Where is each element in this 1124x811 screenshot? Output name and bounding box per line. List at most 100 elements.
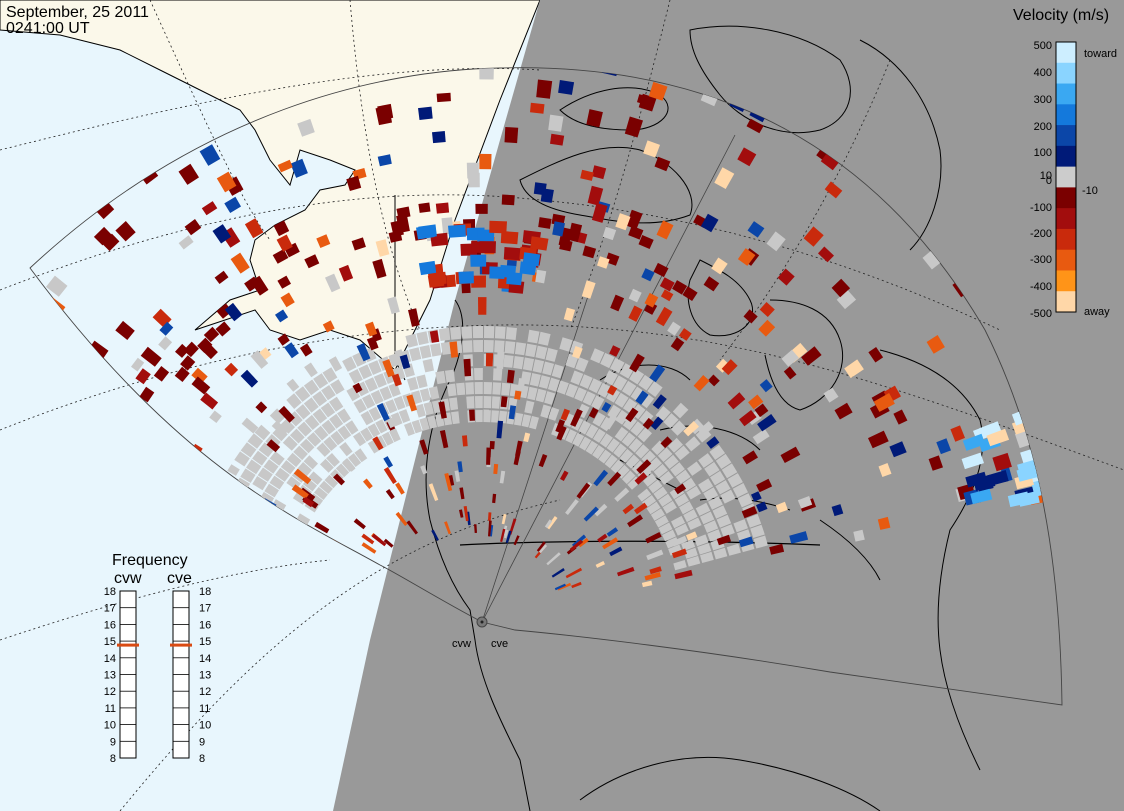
echo-cell — [643, 458, 661, 475]
echo-cell — [335, 463, 350, 478]
echo-cell — [555, 419, 566, 433]
echo-cell — [375, 419, 388, 434]
echo-cell — [139, 386, 155, 403]
echo-cell — [647, 381, 663, 397]
echo-cell — [504, 529, 509, 539]
echo-cell — [87, 340, 109, 361]
echo-cell — [201, 201, 218, 216]
echo-cell — [615, 213, 631, 231]
echo-cell — [653, 463, 668, 478]
echo-cell — [406, 520, 418, 535]
echo-cell — [316, 234, 331, 248]
echo-cell — [479, 153, 492, 170]
colorbar-tick-label: 400 — [1034, 67, 1052, 79]
colorbar-segment — [1056, 62, 1076, 85]
echo-cell — [683, 509, 698, 523]
echo-cell — [286, 393, 302, 409]
echo-cell — [554, 583, 566, 591]
echo-cell — [321, 385, 336, 401]
echo-cell — [320, 458, 334, 473]
echo-cell — [965, 471, 988, 488]
echo-cell — [626, 209, 643, 230]
echo-cell — [513, 356, 524, 370]
echo-cell — [535, 345, 548, 360]
echo-cell — [280, 292, 295, 308]
echo-cell — [269, 451, 285, 466]
echo-cell — [326, 453, 340, 467]
echo-cell — [674, 445, 690, 461]
colorbar-segment — [1056, 125, 1076, 147]
echo-cell — [178, 163, 199, 185]
echo-cell — [557, 582, 572, 591]
frequency-tick-label: 13 — [199, 670, 211, 682]
echo-cell — [634, 502, 648, 515]
echo-cell — [582, 391, 596, 406]
echo-cell — [551, 568, 565, 578]
echo-cell — [712, 505, 728, 519]
echo-cell — [757, 414, 777, 432]
echo-cell — [286, 378, 300, 392]
echo-cell — [418, 260, 437, 276]
echo-cell — [284, 342, 299, 359]
echo-cell — [467, 172, 480, 188]
echo-cell — [775, 501, 788, 514]
echo-cell — [408, 308, 420, 327]
echo-cell — [868, 347, 884, 363]
echo-cell — [565, 383, 578, 398]
echo-cell — [612, 375, 628, 391]
echo-cell — [592, 428, 606, 443]
echo-cell — [396, 214, 410, 233]
echo-cell — [328, 356, 343, 372]
colorbar-segment — [1056, 166, 1076, 188]
echo-cell — [489, 441, 495, 450]
echo-cell — [362, 394, 376, 409]
echo-cell — [590, 348, 605, 364]
echo-cell — [992, 452, 1012, 472]
echo-cell — [695, 502, 711, 516]
echo-cell — [674, 523, 689, 536]
echo-cell — [390, 412, 403, 427]
colorbar-tick-label: -500 — [1030, 308, 1052, 320]
echo-cell — [672, 402, 689, 419]
echo-cell — [501, 513, 507, 525]
echo-cell — [272, 249, 289, 264]
radar-site-dot — [480, 620, 484, 624]
frequency-tick-label: 11 — [105, 703, 116, 715]
echo-cell — [470, 254, 487, 267]
echo-cell — [489, 266, 506, 279]
echo-cell — [558, 80, 575, 95]
echo-cell — [530, 102, 545, 114]
echo-cell — [649, 566, 662, 575]
echo-cell — [732, 483, 748, 498]
echo-cell — [603, 370, 618, 386]
echo-cell — [648, 479, 663, 494]
echo-cell — [565, 429, 577, 444]
echo-cell — [721, 463, 738, 479]
echo-cell — [649, 364, 666, 383]
echo-cell — [348, 453, 362, 467]
echo-cell — [550, 133, 565, 146]
echo-cell — [250, 350, 269, 369]
echo-cell — [224, 302, 243, 322]
echo-cell — [484, 326, 495, 339]
frequency-tick-label: 15 — [104, 636, 116, 648]
echo-cell — [324, 474, 339, 489]
colorbar-away-label: away — [1084, 306, 1110, 318]
echo-cell — [478, 297, 487, 315]
echo-cell — [638, 374, 654, 391]
echo-cell — [404, 422, 415, 436]
frequency-tick-label: 15 — [199, 636, 211, 648]
echo-cell — [244, 218, 264, 239]
echo-cell — [635, 390, 649, 405]
echo-cell — [506, 369, 515, 384]
echo-cell — [358, 364, 373, 380]
echo-cell — [493, 368, 503, 381]
echo-cell — [209, 410, 222, 423]
echo-cell — [751, 491, 762, 502]
echo-cell — [698, 453, 714, 468]
echo-cell — [525, 343, 537, 358]
echo-cell — [670, 462, 685, 477]
echo-cell — [505, 530, 512, 544]
echo-cell — [588, 407, 599, 419]
echo-cell — [367, 423, 381, 438]
